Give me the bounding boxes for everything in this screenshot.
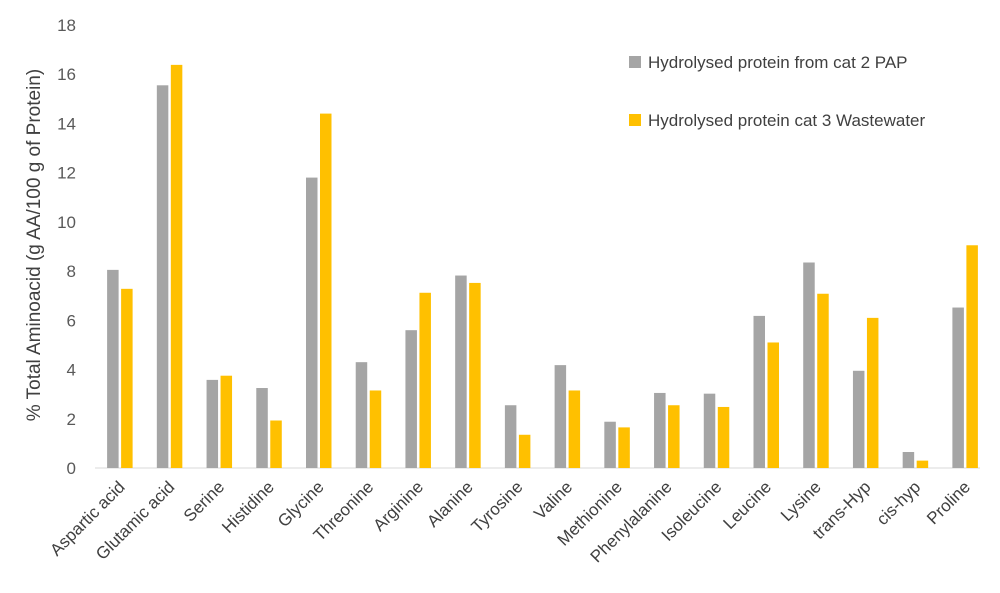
bar-cis-hyp-series-2 bbox=[916, 460, 929, 468]
bar-trans-hyp-series-2 bbox=[866, 317, 879, 468]
bar-threonine-series-1 bbox=[355, 362, 368, 468]
bar-phenylalanine-series-2 bbox=[668, 405, 680, 468]
legend-swatch-1 bbox=[629, 56, 641, 68]
bar-cis-hyp-series-1 bbox=[902, 452, 915, 468]
legend: Hydrolysed protein from cat 2 PAP Hydroly… bbox=[629, 53, 925, 130]
category-label-histidine: Histidine bbox=[218, 477, 278, 537]
category-label-arginine: Arginine bbox=[369, 477, 427, 535]
bar-glutamic-acid-series-2 bbox=[170, 64, 183, 469]
y-tick-label: 18 bbox=[57, 16, 76, 35]
legend-label-2: Hydrolysed protein cat 3 Wastewater bbox=[648, 111, 925, 130]
bar-glycine-series-2 bbox=[320, 113, 332, 468]
y-axis-ticks: 0 2 4 6 8 10 12 14 16 18 bbox=[57, 16, 76, 478]
legend-swatch-2 bbox=[629, 114, 641, 126]
y-tick-label: 4 bbox=[67, 361, 76, 380]
bar-aspartic-acid-series-2 bbox=[121, 288, 133, 468]
category-label-serine: Serine bbox=[180, 477, 228, 525]
y-axis-label: % Total Aminoacid (g AA/100 g of Protein… bbox=[24, 69, 45, 421]
bar-isoleucine-series-1 bbox=[703, 393, 716, 468]
bar-aspartic-acid-series-1 bbox=[107, 269, 119, 468]
bar-arginine-series-1 bbox=[405, 330, 417, 468]
bar-tyrosine-series-2 bbox=[518, 434, 531, 468]
y-tick-label: 8 bbox=[67, 262, 76, 281]
category-label-cis-hyp: cis-hyp bbox=[873, 477, 925, 529]
category-label-leucine: Leucine bbox=[720, 477, 776, 533]
bar-proline-series-2 bbox=[966, 245, 978, 468]
y-tick-label: 2 bbox=[67, 410, 76, 429]
bar-lysine-series-1 bbox=[803, 262, 815, 468]
bar-proline-series-1 bbox=[952, 307, 964, 468]
category-label-lysine: Lysine bbox=[777, 477, 825, 525]
y-tick-label: 0 bbox=[67, 459, 76, 478]
y-tick-label: 12 bbox=[57, 164, 76, 183]
category-label-proline: Proline bbox=[923, 477, 974, 528]
bar-methionine-series-2 bbox=[618, 427, 630, 468]
bars bbox=[107, 64, 978, 469]
bar-lysine-series-2 bbox=[817, 293, 829, 468]
bar-methionine-series-1 bbox=[604, 421, 616, 468]
category-label-tyrosine: Tyrosine bbox=[468, 477, 527, 536]
bar-trans-hyp-series-1 bbox=[852, 370, 865, 468]
bar-threonine-series-2 bbox=[369, 390, 382, 468]
bar-serine-series-2 bbox=[220, 375, 233, 468]
bar-tyrosine-series-1 bbox=[504, 405, 517, 468]
bar-valine-series-2 bbox=[568, 390, 581, 468]
bar-glycine-series-1 bbox=[306, 177, 318, 468]
y-tick-label: 10 bbox=[57, 213, 76, 232]
y-tick-label: 16 bbox=[57, 65, 76, 84]
bar-alanine-series-2 bbox=[469, 282, 481, 468]
bar-alanine-series-1 bbox=[455, 275, 467, 468]
bar-valine-series-1 bbox=[554, 365, 567, 468]
bar-isoleucine-series-2 bbox=[717, 406, 730, 468]
bar-histidine-series-2 bbox=[270, 420, 282, 468]
bar-leucine-series-1 bbox=[753, 315, 765, 468]
bar-leucine-series-2 bbox=[767, 342, 779, 468]
bar-phenylalanine-series-1 bbox=[654, 392, 666, 468]
legend-label-1: Hydrolysed protein from cat 2 PAP bbox=[648, 53, 908, 72]
y-tick-label: 6 bbox=[67, 311, 76, 330]
bar-serine-series-1 bbox=[206, 379, 219, 468]
bar-histidine-series-1 bbox=[256, 388, 268, 468]
bar-arginine-series-2 bbox=[419, 292, 431, 468]
y-tick-label: 14 bbox=[57, 114, 76, 133]
category-label-valine: Valine bbox=[530, 477, 576, 523]
bar-glutamic-acid-series-1 bbox=[156, 85, 169, 469]
